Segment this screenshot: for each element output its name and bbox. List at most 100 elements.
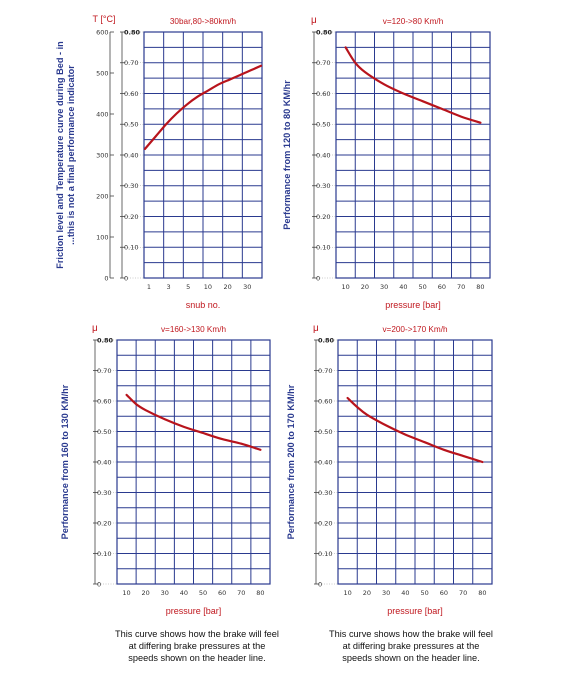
caption-left-line-3: speeds shown on the header line.	[128, 653, 266, 663]
y-axis-title: Friction level and Temperature curve dur…	[55, 41, 76, 269]
y-axis-title-line-2: ...this is not a final performance indic…	[66, 65, 76, 245]
y-tick-label: 0.20	[316, 213, 330, 221]
x-tick-label: 50	[420, 589, 428, 597]
y-tick-label: 0.70	[318, 367, 332, 375]
y-tick-label: 0	[97, 580, 101, 588]
y-axis-title: Performance from 200 to 170 KM/hr	[286, 384, 296, 539]
y-tick-label: 0.20	[318, 519, 332, 527]
y-tick-label: 0.10	[318, 550, 332, 558]
x-tick-label: 80	[476, 283, 484, 291]
x-tick-label: 3	[167, 283, 171, 291]
x-axis-label: pressure [bar]	[166, 606, 222, 616]
y-tick-label: 0.40	[318, 458, 332, 466]
y-tick-label: 0	[318, 580, 322, 588]
x-tick-label: 30	[380, 283, 388, 291]
panel-title: v=200->170 Km/h	[382, 325, 448, 334]
x-axis-label: pressure [bar]	[387, 606, 443, 616]
y-axis-symbol: μ	[313, 323, 319, 334]
caption-right-line-3: speeds shown on the header line.	[342, 653, 480, 663]
x-tick-label: 20	[142, 589, 150, 597]
y-tick-label: 0.80	[316, 28, 333, 36]
y-axis-title-line-1: Friction level and Temperature curve dur…	[55, 41, 65, 269]
y2-tick-label: 600	[96, 28, 108, 36]
y-tick-label: 0.30	[97, 489, 111, 497]
y-axis-symbol: μ	[92, 323, 98, 334]
y-axis-title: Performance from 160 to 130 KM/hr	[60, 384, 70, 539]
x-tick-label: 10	[204, 283, 212, 291]
plot-frame	[116, 339, 271, 585]
x-tick-label: 20	[223, 283, 231, 291]
y-tick-label: 0.20	[124, 213, 138, 221]
x-tick-label: 40	[401, 589, 409, 597]
y-tick-label: 0.80	[97, 336, 114, 344]
y-axis-symbol: μ	[311, 15, 317, 26]
plot-frame	[143, 31, 263, 279]
y-tick-label: 0	[316, 274, 320, 282]
x-axis-label: snub no.	[186, 300, 221, 310]
x-tick-label: 50	[199, 589, 207, 597]
chart-panel-2: 0 0.10 0.20 0.30 0.40 0.50 0.60 0.70 0.80 μ 10 20 30…	[282, 15, 491, 310]
friction-curve	[344, 46, 482, 124]
chart-grid	[338, 340, 492, 584]
y-tick-label: 0.10	[316, 244, 330, 252]
friction-curve	[143, 64, 263, 150]
y-tick-label: 0.70	[124, 59, 138, 67]
caption-left-line-1: This curve shows how the brake will feel	[115, 629, 279, 639]
plot-frame	[337, 339, 493, 585]
y-tick-label: 0.80	[124, 28, 141, 36]
x-tick-label: 70	[459, 589, 467, 597]
y-tick-label: 0.10	[97, 550, 111, 558]
x-tick-label: 30	[243, 283, 251, 291]
y2-tick-label: 300	[96, 151, 108, 159]
y-tick-label: 0.40	[316, 151, 330, 159]
panel-title: v=160->130 Km/h	[161, 325, 227, 334]
y-axis-title: Performance from 120 to 80 KM/hr	[282, 80, 292, 230]
y-tick-label: 0.60	[318, 397, 332, 405]
chart-grid	[117, 340, 270, 584]
y-tick-label: 0.60	[97, 397, 111, 405]
x-tick-label: 70	[237, 589, 245, 597]
friction-curve	[346, 396, 484, 464]
chart-grid	[336, 32, 490, 278]
friction-curve	[125, 393, 262, 451]
caption-right-line-2: at differing brake pressures at the	[342, 641, 480, 651]
x-tick-label: 70	[457, 283, 465, 291]
y-tick-label: 0.50	[318, 428, 332, 436]
x-tick-label: 20	[363, 589, 371, 597]
plot-frame	[335, 31, 491, 279]
y2-tick-label: 200	[96, 192, 108, 200]
y2-tick-label: 0	[104, 274, 108, 282]
y-tick-label: 0.60	[316, 90, 330, 98]
caption-left-line-2: at differing brake pressures at the	[128, 641, 266, 651]
x-tick-label: 80	[478, 589, 486, 597]
x-tick-label: 30	[382, 589, 390, 597]
y-tick-label: 0.30	[318, 489, 332, 497]
x-tick-label: 40	[180, 589, 188, 597]
y-tick-label: 0.30	[316, 182, 330, 190]
y-tick-label: 0.80	[318, 336, 335, 344]
x-tick-label: 20	[361, 283, 369, 291]
chart-grid	[144, 32, 262, 278]
x-tick-label: 10	[341, 283, 349, 291]
panel-title: 30bar,80->80km/h	[170, 17, 237, 26]
x-tick-label: 60	[440, 589, 448, 597]
y-tick-label: 0.50	[316, 121, 330, 129]
x-tick-label: 10	[122, 589, 130, 597]
x-axis-label: pressure [bar]	[385, 300, 441, 310]
y2-tick-label: 100	[96, 233, 108, 241]
caption-right-line-1: This curve shows how the brake will feel	[329, 629, 493, 639]
y2-axis-symbol: T [°C]	[93, 14, 116, 24]
y-tick-label: 0.10	[124, 244, 138, 252]
y-tick-label: 0.60	[124, 90, 138, 98]
y2-tick-label: 500	[96, 69, 108, 77]
x-tick-label: 60	[218, 589, 226, 597]
x-tick-label: 30	[161, 589, 169, 597]
y-tick-label: 0.70	[316, 59, 330, 67]
y-tick-label: 0.40	[124, 151, 138, 159]
y-tick-label: 0.20	[97, 519, 111, 527]
chart-panel-4: 0 0.10 0.20 0.30 0.40 0.50 0.60 0.70 0.80 μ 10 20 30…	[286, 323, 493, 616]
x-tick-label: 50	[418, 283, 426, 291]
chart-panel-1: 0 0.10 0.20 0.30 0.40 0.50 0.60 0.70 0.80 0 100 200…	[55, 14, 263, 310]
